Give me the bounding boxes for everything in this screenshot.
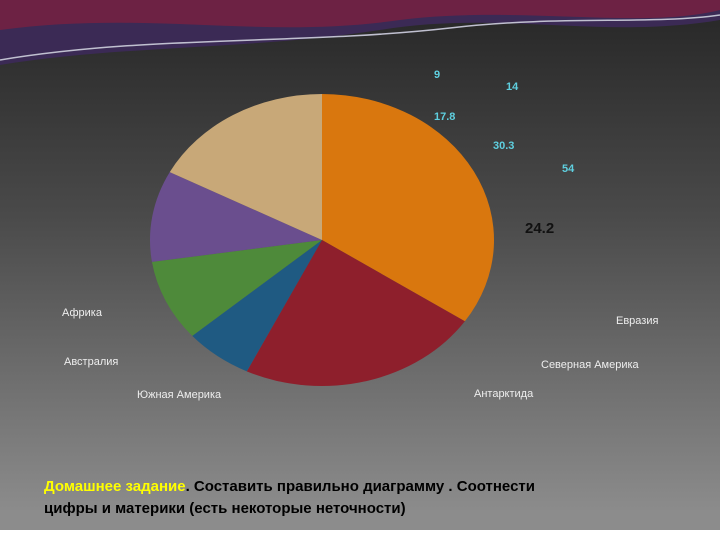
pie-slice xyxy=(151,240,322,336)
label: Северная Америка xyxy=(541,359,640,371)
pie-slice xyxy=(322,94,494,322)
label: Африка xyxy=(62,307,103,319)
annotation: 17.8 xyxy=(434,111,455,123)
label: Антарктида xyxy=(474,388,534,400)
task-text: . Составить правильно диаграмму . Соотне… xyxy=(185,478,535,495)
banner-wave xyxy=(0,0,720,30)
label: Южная Америка xyxy=(137,389,222,401)
label: Австралия xyxy=(64,356,118,368)
banner-line xyxy=(0,14,720,61)
task: Домашнее задание. Составить правильно ди… xyxy=(44,476,684,520)
pie-slice xyxy=(169,94,322,240)
task-text: цифры и материки (есть некоторые неточно… xyxy=(44,500,406,517)
pie-slice xyxy=(192,240,322,372)
annotation: 9 xyxy=(434,69,440,81)
annotation: 54 xyxy=(562,163,575,175)
annotation: 30.3 xyxy=(493,140,514,152)
annotation: 24.2 xyxy=(525,220,554,237)
annotation: 14 xyxy=(506,81,519,93)
pie-slice xyxy=(150,172,322,262)
pie-slice xyxy=(246,240,465,386)
footer-strip xyxy=(0,530,720,540)
label: Евразия xyxy=(616,315,658,327)
task-highlight: Домашнее задание xyxy=(44,478,186,495)
